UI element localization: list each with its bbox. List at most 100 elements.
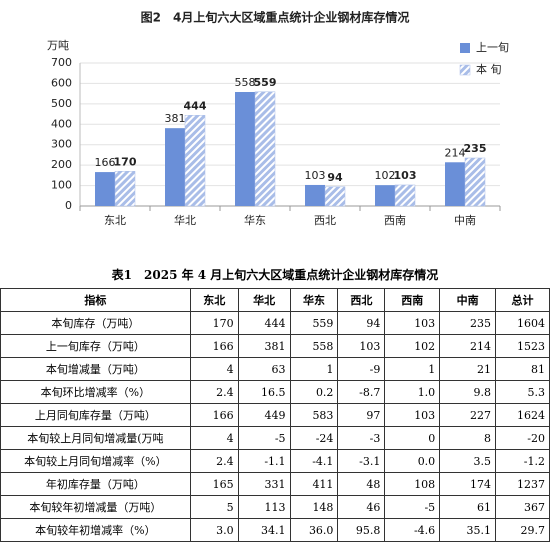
table-cell: 166: [189, 403, 239, 427]
table-cell: 2.4: [189, 380, 239, 404]
table-cell: 1604: [495, 311, 550, 335]
table-cell: 4: [189, 357, 239, 381]
table-cell: 102: [384, 334, 441, 358]
table-cell: 95.8: [337, 518, 386, 542]
table-cell: 235: [439, 311, 497, 335]
bar: [254, 91, 276, 207]
table-cell: 1: [384, 357, 441, 381]
table-cell: 36.0: [289, 518, 339, 542]
row-label: 本旬库存（万吨）: [0, 311, 191, 335]
header-cell: 西南: [384, 288, 441, 312]
row-label: 本旬较年初增减率（%）: [0, 518, 191, 542]
y-tick-label: 100: [51, 179, 72, 192]
table-cell: 148: [289, 495, 339, 519]
value-label: 94: [327, 171, 343, 184]
header-row: 指标 东北 华北 华东 西北 西南 中南 总计: [0, 288, 550, 312]
header-cell: 华东: [289, 288, 339, 312]
table-cell: 174: [439, 472, 497, 496]
table-row: 本旬环比增减率（%） 2.4 16.5 0.2 -8.7 1.0 9.8 5.3: [0, 380, 550, 404]
table-row: 本旬增减量（万吨） 4 63 1 -9 1 21 81: [0, 357, 550, 381]
table-cell: 61: [439, 495, 497, 519]
table-cell: 8: [439, 426, 497, 450]
table-cell: -9: [337, 357, 386, 381]
table-cell: -5: [237, 426, 291, 450]
table-cell: -4.6: [384, 518, 441, 542]
chart: 图2 4月上旬六大区域重点统计企业钢材库存情况 万吨 0 100 200 300 400…: [47, 10, 509, 228]
table-cell: -3.1: [337, 449, 386, 473]
y-axis-label: 万吨: [47, 39, 69, 52]
x-tick-label: 华东: [244, 213, 266, 227]
y-tick-label: 400: [51, 117, 72, 130]
table-cell: 5: [189, 495, 239, 519]
table-cell: 81: [495, 357, 550, 381]
table-cell: 0.2: [289, 380, 339, 404]
bar: [235, 92, 255, 206]
bar: [324, 186, 346, 207]
header-cell: 东北: [189, 288, 239, 312]
row-label: 本旬增减量（万吨）: [0, 357, 191, 381]
value-label: 235: [464, 142, 487, 155]
value-label: 103: [394, 169, 417, 182]
bar: [184, 115, 206, 207]
table-cell: 113: [237, 495, 291, 519]
table-cell: 21: [439, 357, 497, 381]
table-row: 上月同旬库存量（万吨） 166 449 583 97 103 227 1624: [0, 403, 550, 427]
table-cell: 0.0: [384, 449, 441, 473]
table-cell: 559: [289, 311, 339, 335]
table-row: 本旬较上月同旬增减量(万吨 4 -5 -24 -3 0 8 -20: [0, 426, 550, 450]
header-cell: 华北: [237, 288, 291, 312]
table-cell: 444: [237, 311, 291, 335]
table-cell: 1: [289, 357, 339, 381]
table-cell: 108: [384, 472, 441, 496]
bar: [464, 157, 486, 207]
y-tick-label: 200: [51, 158, 72, 171]
table-cell: -4.1: [289, 449, 339, 473]
table-row: 年初库存量（万吨） 165 331 411 48 108 174 1237: [0, 472, 550, 496]
table-cell: 331: [237, 472, 291, 496]
header-cell: 中南: [439, 288, 497, 312]
table-cell: 1237: [495, 472, 550, 496]
table-cell: 2.4: [189, 449, 239, 473]
table-cell: 4: [189, 426, 239, 450]
table-cell: 29.7: [495, 518, 550, 542]
legend-swatch: [459, 64, 471, 76]
table-row: 本旬库存（万吨） 170 444 559 94 103 235 1604: [0, 311, 550, 335]
table-cell: 103: [384, 311, 441, 335]
legend-label: 上一旬: [476, 41, 509, 54]
x-tick-label: 中南: [454, 214, 476, 227]
bar: [305, 184, 325, 206]
table-cell: 48: [337, 472, 386, 496]
table-cell: 46: [337, 495, 386, 519]
table-cell: 227: [439, 403, 497, 427]
value-label: 381: [165, 112, 186, 125]
table-row: 本旬较上月同旬增减率（%） 2.4 -1.1 -4.1 -3.1 0.0 3.5 -1.2: [0, 449, 550, 473]
header-cell: 总计: [495, 288, 550, 312]
table-cell: 63: [237, 357, 291, 381]
table-cell: 35.1: [439, 518, 497, 542]
row-label: 年初库存量（万吨）: [0, 472, 191, 496]
bar: [394, 184, 416, 207]
value-label: 166: [95, 156, 116, 169]
row-label: 本旬较上月同旬增减量(万吨: [0, 426, 191, 450]
legend-label: 本 旬: [476, 62, 502, 76]
value-label: 103: [305, 169, 326, 182]
chart-title: 图2 4月上旬六大区域重点统计企业钢材库存情况: [141, 10, 410, 25]
table-cell: 0: [384, 426, 441, 450]
table-title: 表1 2025 年 4 月上旬六大区域重点统计企业钢材库存情况: [111, 268, 439, 282]
table-cell: -20: [495, 426, 550, 450]
value-label: 444: [184, 99, 207, 112]
table-cell: 1624: [495, 403, 550, 427]
row-label: 本旬较上月同旬增减率（%）: [0, 449, 191, 473]
table-cell: -24: [289, 426, 339, 450]
row-label: 本旬较年初增减量（万吨）: [0, 495, 191, 519]
table-cell: -5: [384, 495, 441, 519]
table-cell: 1.0: [384, 380, 441, 404]
y-tick-label: 600: [51, 76, 72, 89]
value-label: 559: [254, 76, 277, 89]
table-cell: 3.0: [189, 518, 239, 542]
table-cell: 5.3: [495, 380, 550, 404]
table-cell: 170: [189, 311, 239, 335]
table-cell: 16.5: [237, 380, 291, 404]
y-tick-label: 0: [65, 199, 72, 212]
bar: [95, 172, 115, 206]
